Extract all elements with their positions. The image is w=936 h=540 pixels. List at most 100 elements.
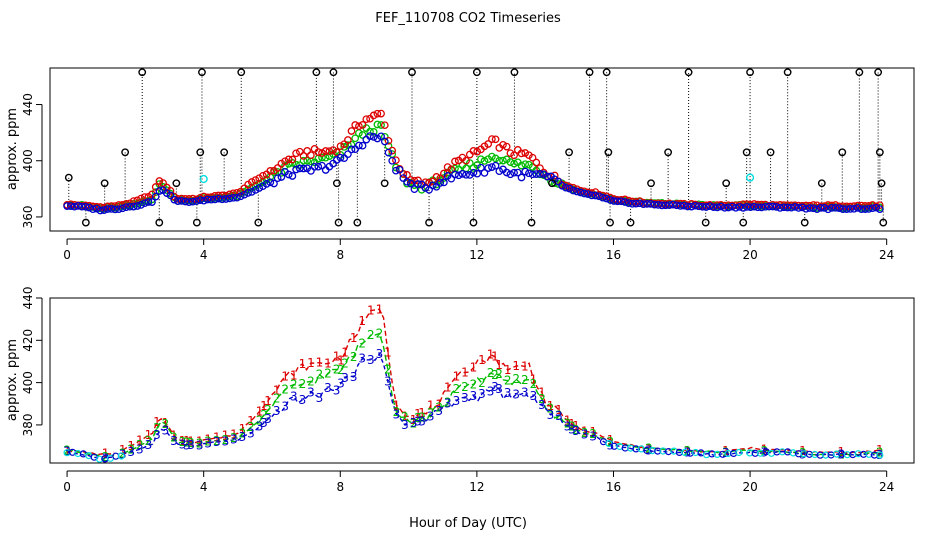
x-tick-label: 20 bbox=[742, 248, 757, 262]
series-1-marker: 1 bbox=[521, 360, 529, 374]
series-1-point bbox=[517, 149, 526, 158]
series-1-point bbox=[299, 152, 308, 160]
y-tick-label: 440 bbox=[21, 93, 35, 116]
series-2-marker: 2 bbox=[145, 434, 153, 448]
series-2-marker: 2 bbox=[453, 382, 461, 396]
series-3-point bbox=[111, 205, 119, 214]
series-3-point bbox=[395, 165, 404, 174]
series-1-marker: 1 bbox=[461, 366, 469, 380]
series-2-marker: 2 bbox=[179, 435, 187, 449]
series-2-marker: 2 bbox=[153, 421, 161, 435]
series-3-point bbox=[140, 199, 149, 208]
series-3-point bbox=[683, 202, 692, 211]
series-1-point bbox=[451, 157, 459, 166]
series-1-point bbox=[129, 197, 138, 205]
series-3-marker: 3 bbox=[256, 420, 264, 434]
series-1-marker: 1 bbox=[414, 407, 422, 421]
series-1-point bbox=[428, 177, 437, 186]
spike-point bbox=[81, 218, 90, 227]
series-3-marker: 3 bbox=[530, 389, 538, 403]
series-3-point bbox=[610, 197, 618, 205]
series-3-point bbox=[735, 203, 744, 211]
y-tick-label: 440 bbox=[21, 287, 35, 310]
series-1-marker: 1 bbox=[401, 409, 409, 423]
series-3-point bbox=[118, 204, 127, 213]
series-3-marker: 3 bbox=[102, 452, 110, 466]
series-2-marker: 2 bbox=[393, 405, 401, 419]
series-3-marker: 3 bbox=[119, 448, 127, 462]
series-1-marker: 1 bbox=[281, 369, 289, 383]
series-2-marker: 2 bbox=[281, 382, 289, 396]
series-3-point bbox=[624, 199, 633, 207]
series-3-point bbox=[739, 204, 748, 212]
series-3-point bbox=[196, 196, 204, 204]
series-1-point bbox=[502, 142, 511, 151]
series-3-point bbox=[236, 192, 245, 201]
series-3-marker: 3 bbox=[127, 445, 135, 459]
series-3-point bbox=[454, 171, 463, 180]
series-3-point bbox=[672, 201, 681, 210]
series-3-point bbox=[680, 201, 688, 210]
series-1-point bbox=[133, 196, 142, 205]
series-3-marker: 3 bbox=[538, 398, 546, 412]
spike-point bbox=[874, 68, 883, 77]
series-2-marker: 2 bbox=[427, 406, 435, 420]
series-3-marker: 3 bbox=[230, 433, 238, 447]
series-3-point bbox=[757, 203, 766, 212]
series-3-point bbox=[129, 202, 138, 211]
series-3-marker: 3 bbox=[521, 386, 529, 400]
series-3-point bbox=[824, 205, 832, 214]
series-3-marker: 3 bbox=[333, 384, 341, 398]
series-1-point bbox=[362, 115, 371, 124]
series-3-point bbox=[587, 191, 596, 200]
series-1-point bbox=[351, 121, 360, 129]
spike-point bbox=[312, 68, 321, 77]
series-1-point bbox=[369, 111, 378, 120]
series-1-point bbox=[318, 149, 326, 157]
x-tick-label: 20 bbox=[742, 480, 757, 494]
series-3-point bbox=[436, 179, 445, 187]
series-2-marker: 2 bbox=[435, 401, 443, 415]
series-2-marker: 2 bbox=[367, 328, 375, 342]
series-2-marker: 2 bbox=[307, 374, 315, 388]
series-3-point bbox=[506, 170, 515, 179]
series-4-point bbox=[735, 448, 743, 457]
series-1-point bbox=[155, 177, 164, 185]
spike-point bbox=[332, 179, 341, 188]
spike-point bbox=[684, 68, 693, 77]
series-1-point bbox=[321, 147, 330, 155]
series-3-marker: 3 bbox=[799, 447, 807, 461]
series-3-marker: 3 bbox=[547, 408, 555, 422]
series-2-point bbox=[440, 174, 448, 182]
series-3-point bbox=[144, 198, 153, 206]
series-2-marker: 2 bbox=[350, 350, 358, 364]
series-3-point bbox=[218, 195, 227, 204]
series-2-marker: 2 bbox=[555, 409, 563, 423]
series-2-marker: 2 bbox=[239, 426, 247, 440]
series-1-point bbox=[347, 127, 356, 135]
series-3-point bbox=[462, 170, 470, 179]
series-2-marker: 2 bbox=[213, 434, 221, 448]
series-3-point bbox=[233, 193, 241, 202]
series-1-marker: 1 bbox=[376, 302, 384, 316]
series-3-marker: 3 bbox=[410, 416, 418, 430]
series-2-marker: 2 bbox=[102, 450, 110, 464]
series-2-marker: 2 bbox=[722, 446, 730, 460]
series-1-marker: 1 bbox=[239, 422, 247, 436]
spike-point bbox=[469, 218, 478, 227]
series-3-point bbox=[388, 156, 397, 165]
spike-point bbox=[472, 68, 481, 77]
spike-point bbox=[380, 179, 389, 188]
series-1-marker: 1 bbox=[187, 435, 195, 449]
series-3-marker: 3 bbox=[589, 430, 597, 444]
series-2-marker: 2 bbox=[401, 410, 409, 424]
series-2-marker: 2 bbox=[260, 408, 268, 422]
series-3-marker: 3 bbox=[418, 415, 426, 429]
series-3-point bbox=[74, 202, 83, 210]
series-4-point bbox=[117, 452, 125, 460]
series-3-point bbox=[133, 202, 142, 210]
series-3-point bbox=[114, 205, 123, 214]
series-3-point bbox=[458, 170, 467, 178]
spike-point bbox=[254, 218, 263, 227]
